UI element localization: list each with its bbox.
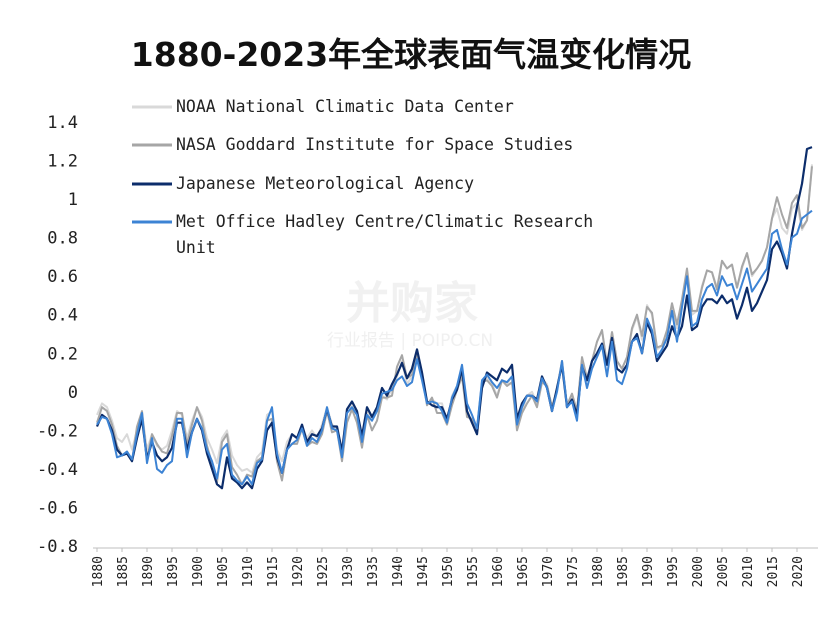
watermark: 并购家 行业报告 | POIPO.CN bbox=[327, 278, 493, 351]
x-tick-label: 1970 bbox=[541, 556, 556, 587]
x-tick-label: 1985 bbox=[616, 556, 631, 587]
x-tick-label: 2000 bbox=[691, 556, 706, 587]
legend-label-3: Japanese Meteorological Agency bbox=[176, 174, 474, 193]
x-tick-label: 2015 bbox=[766, 556, 781, 587]
x-tick-label: 1975 bbox=[566, 556, 581, 587]
x-tick-label: 1945 bbox=[416, 556, 431, 587]
x-tick-label: 1880 bbox=[91, 556, 106, 587]
y-tick-label: -0.8 bbox=[37, 537, 78, 557]
x-tick-label: 1960 bbox=[491, 556, 506, 587]
x-tick-label: 2020 bbox=[791, 556, 806, 587]
y-tick-label: -0.6 bbox=[37, 498, 78, 518]
series-line-3 bbox=[95, 146, 813, 490]
chart-axes: 1.4 1.2 1 0.8 0.6 0.4 0.2 0 -0.2 -0.4 -0.6 -0.8 1880… bbox=[37, 113, 818, 587]
x-tick-label: 1980 bbox=[591, 556, 606, 587]
y-tick-label: 1.2 bbox=[47, 152, 78, 172]
watermark-brand: 并购家 bbox=[346, 278, 478, 329]
x-tick-label: 1885 bbox=[116, 556, 131, 587]
x-tick-label: 1910 bbox=[241, 556, 256, 587]
x-tick-label: 1995 bbox=[666, 556, 681, 587]
watermark-subtitle: 行业报告 | POIPO.CN bbox=[327, 331, 493, 351]
y-tick-label: 0 bbox=[68, 383, 78, 403]
x-tick-label: 1925 bbox=[316, 556, 331, 587]
y-tick-label: -0.4 bbox=[37, 460, 78, 480]
x-tick-label: 1915 bbox=[266, 556, 281, 587]
y-tick-label: 0.8 bbox=[47, 229, 78, 249]
x-tick-label: 1935 bbox=[366, 556, 381, 587]
x-tick-label: 2005 bbox=[716, 556, 731, 587]
x-tick-label: 2010 bbox=[741, 556, 756, 587]
legend-label-1: NOAA National Climatic Data Center bbox=[176, 97, 514, 116]
x-tick-label: 1905 bbox=[216, 556, 231, 587]
series-line-4 bbox=[96, 209, 813, 486]
y-tick-label: 1 bbox=[68, 190, 78, 210]
legend-label-2: NASA Goddard Institute for Space Studies bbox=[176, 135, 573, 154]
y-tick-label: 0.4 bbox=[47, 306, 78, 326]
x-tick-label: 1965 bbox=[516, 556, 531, 587]
chart-series-lines bbox=[95, 146, 813, 490]
x-tick-label: 1920 bbox=[291, 556, 306, 587]
y-tick-label: 1.4 bbox=[47, 113, 78, 133]
x-tick-label: 1955 bbox=[466, 556, 481, 587]
y-tick-label: -0.2 bbox=[37, 421, 78, 441]
legend-label-4: Met Office Hadley Centre/Climatic Resear… bbox=[176, 212, 593, 257]
y-tick-label: 0.2 bbox=[47, 344, 78, 364]
x-tick-label: 1895 bbox=[166, 556, 181, 587]
x-tick-label: 1930 bbox=[341, 556, 356, 587]
chart-legend: NOAA National Climatic Data Center NASA G… bbox=[132, 97, 593, 257]
x-tick-label: 1940 bbox=[391, 556, 406, 587]
x-tick-label: 1890 bbox=[141, 556, 156, 587]
chart-title: 1880-2023年全球表面气温变化情况 bbox=[130, 35, 692, 74]
y-tick-label: 0.6 bbox=[47, 267, 78, 287]
x-tick-label: 1950 bbox=[441, 556, 456, 587]
x-tick-label: 1900 bbox=[191, 556, 206, 587]
x-tick-label: 1990 bbox=[641, 556, 656, 587]
